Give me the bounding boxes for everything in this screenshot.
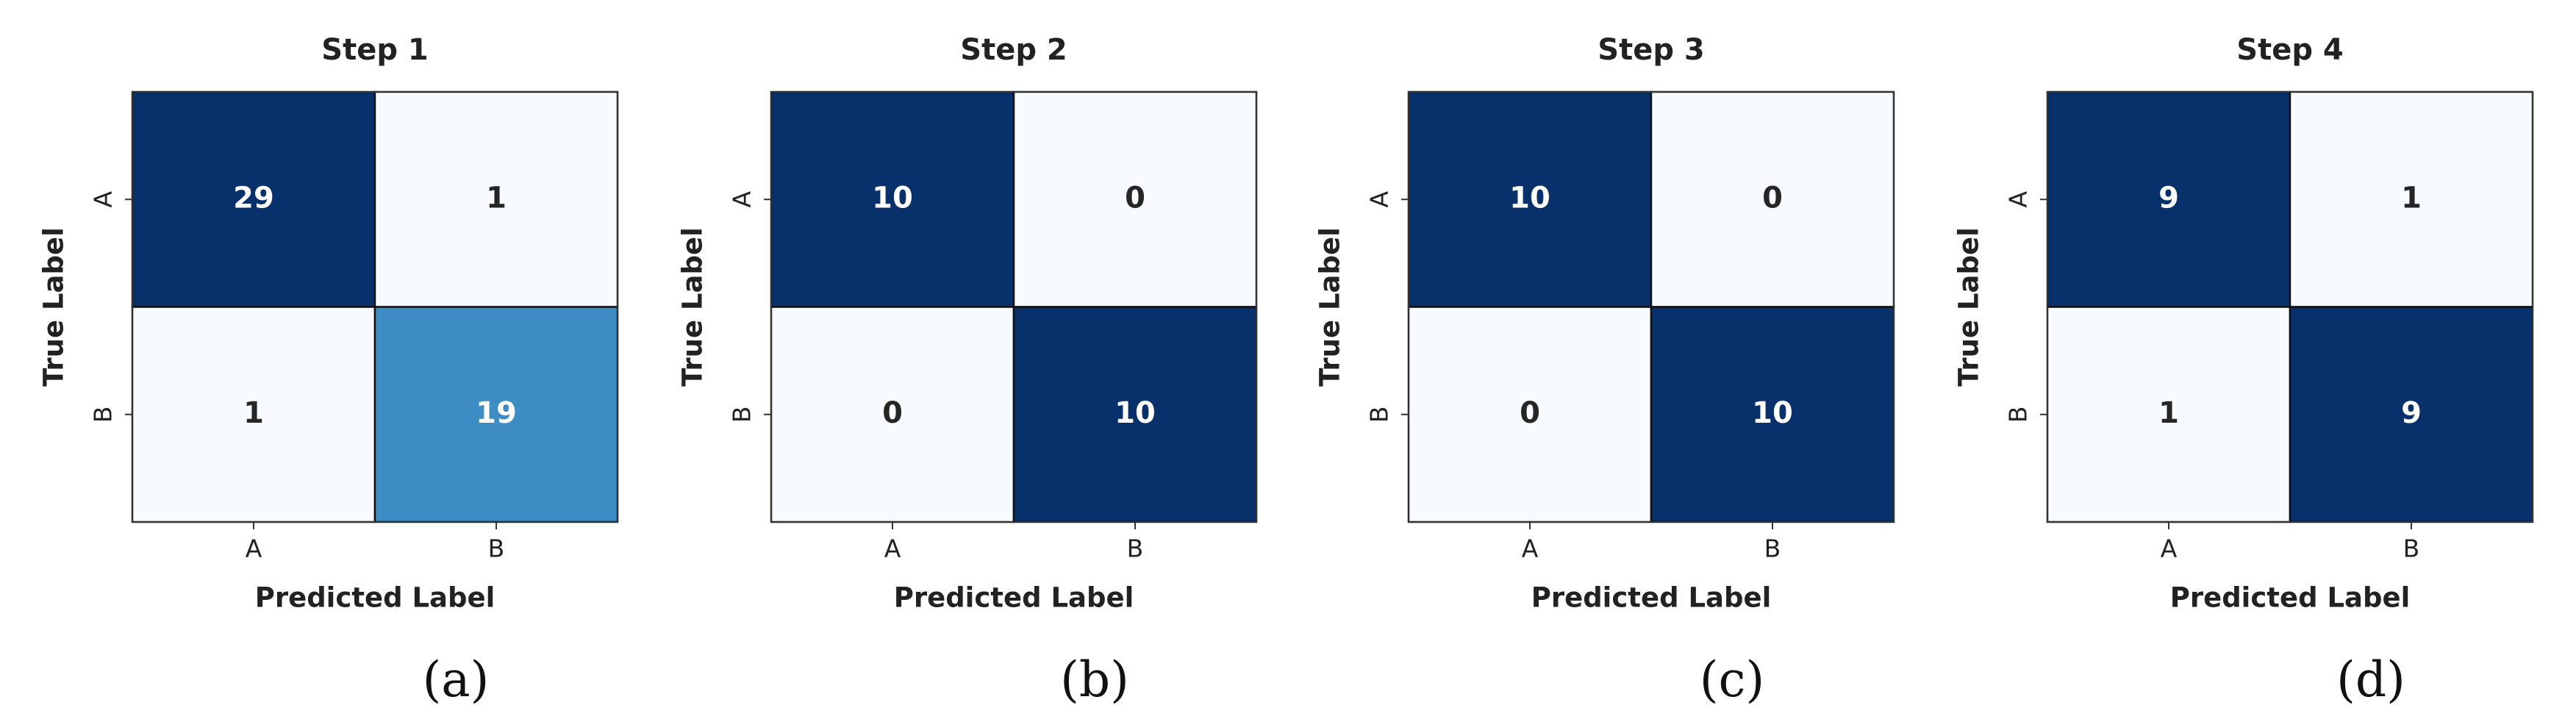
chart-title: Step 2 — [960, 33, 1067, 67]
y-axis-label: True Label — [677, 227, 709, 387]
caption: (d) — [2336, 651, 2405, 708]
x-axis-label: Predicted Label — [894, 582, 1134, 614]
plot-frame — [770, 91, 1257, 523]
plot-frame — [1408, 91, 1895, 523]
x-tick-label: B — [1127, 534, 1144, 563]
y-axis-label: True Label — [38, 227, 70, 387]
x-axis-label: Predicted Label — [2170, 582, 2411, 614]
heatmap-cell — [1407, 90, 1653, 308]
chart-title: Step 3 — [1598, 33, 1704, 67]
y-tick-label: B — [89, 406, 118, 423]
plot-frame — [132, 91, 618, 523]
cell-value: 9 — [2401, 396, 2422, 430]
heatmap-cell — [373, 306, 619, 523]
y-tick-label: B — [2004, 406, 2033, 423]
x-tick-label: A — [2161, 534, 2178, 563]
cell-value: 10 — [1115, 396, 1156, 430]
y-tick-label: B — [1365, 406, 1394, 423]
cell-value: 29 — [233, 181, 274, 215]
cell-value: 1 — [243, 396, 264, 430]
heatmap-cell — [770, 90, 1015, 308]
cell-value: 19 — [476, 396, 517, 430]
y-axis-label: True Label — [1953, 227, 1985, 387]
chart-title: Step 1 — [321, 33, 428, 67]
cell-value: 10 — [1509, 181, 1550, 215]
cell-value: 0 — [1762, 181, 1783, 215]
heatmap-cell — [1650, 306, 1895, 523]
chart-title: Step 4 — [2236, 33, 2343, 67]
cell-value: 1 — [2401, 181, 2422, 215]
heatmap-cell — [770, 306, 1015, 523]
y-tick-label: A — [89, 191, 118, 208]
cell-value: 9 — [2158, 181, 2179, 215]
heatmap-cell — [1012, 306, 1258, 523]
caption: (c) — [1700, 651, 1764, 708]
heatmap-cell — [373, 90, 619, 308]
cell-value: 10 — [872, 181, 913, 215]
cell-value: 1 — [2158, 396, 2179, 430]
x-axis-label: Predicted Label — [1531, 582, 1772, 614]
heatmap-cell — [131, 90, 376, 308]
x-tick-label: A — [1522, 534, 1539, 563]
cell-value: 0 — [882, 396, 903, 430]
x-axis-label: Predicted Label — [255, 582, 495, 614]
x-tick-label: B — [2403, 534, 2420, 563]
caption: (a) — [423, 651, 490, 708]
cell-value: 0 — [1125, 181, 1145, 215]
heatmap-cell — [2289, 90, 2534, 308]
x-tick-label: B — [1764, 534, 1781, 563]
cell-value: 10 — [1752, 396, 1793, 430]
cell-value: 0 — [1520, 396, 1540, 430]
x-tick-label: A — [246, 534, 262, 563]
heatmap-cell — [2046, 90, 2291, 308]
heatmap-cell — [131, 306, 376, 523]
y-tick-label: B — [728, 406, 756, 423]
heatmap-cell — [1650, 90, 1895, 308]
y-tick-label: A — [2004, 191, 2033, 208]
heatmap-cell — [2289, 306, 2534, 523]
x-tick-label: B — [488, 534, 505, 563]
plot-frame — [2047, 91, 2533, 523]
y-tick-label: A — [1365, 191, 1394, 208]
heatmap-cell — [2046, 306, 2291, 523]
y-axis-label: True Label — [1314, 227, 1346, 387]
y-tick-label: A — [728, 191, 756, 208]
cell-value: 1 — [486, 181, 507, 215]
caption: (b) — [1060, 651, 1129, 708]
x-tick-label: A — [884, 534, 901, 563]
heatmap-cell — [1407, 306, 1653, 523]
